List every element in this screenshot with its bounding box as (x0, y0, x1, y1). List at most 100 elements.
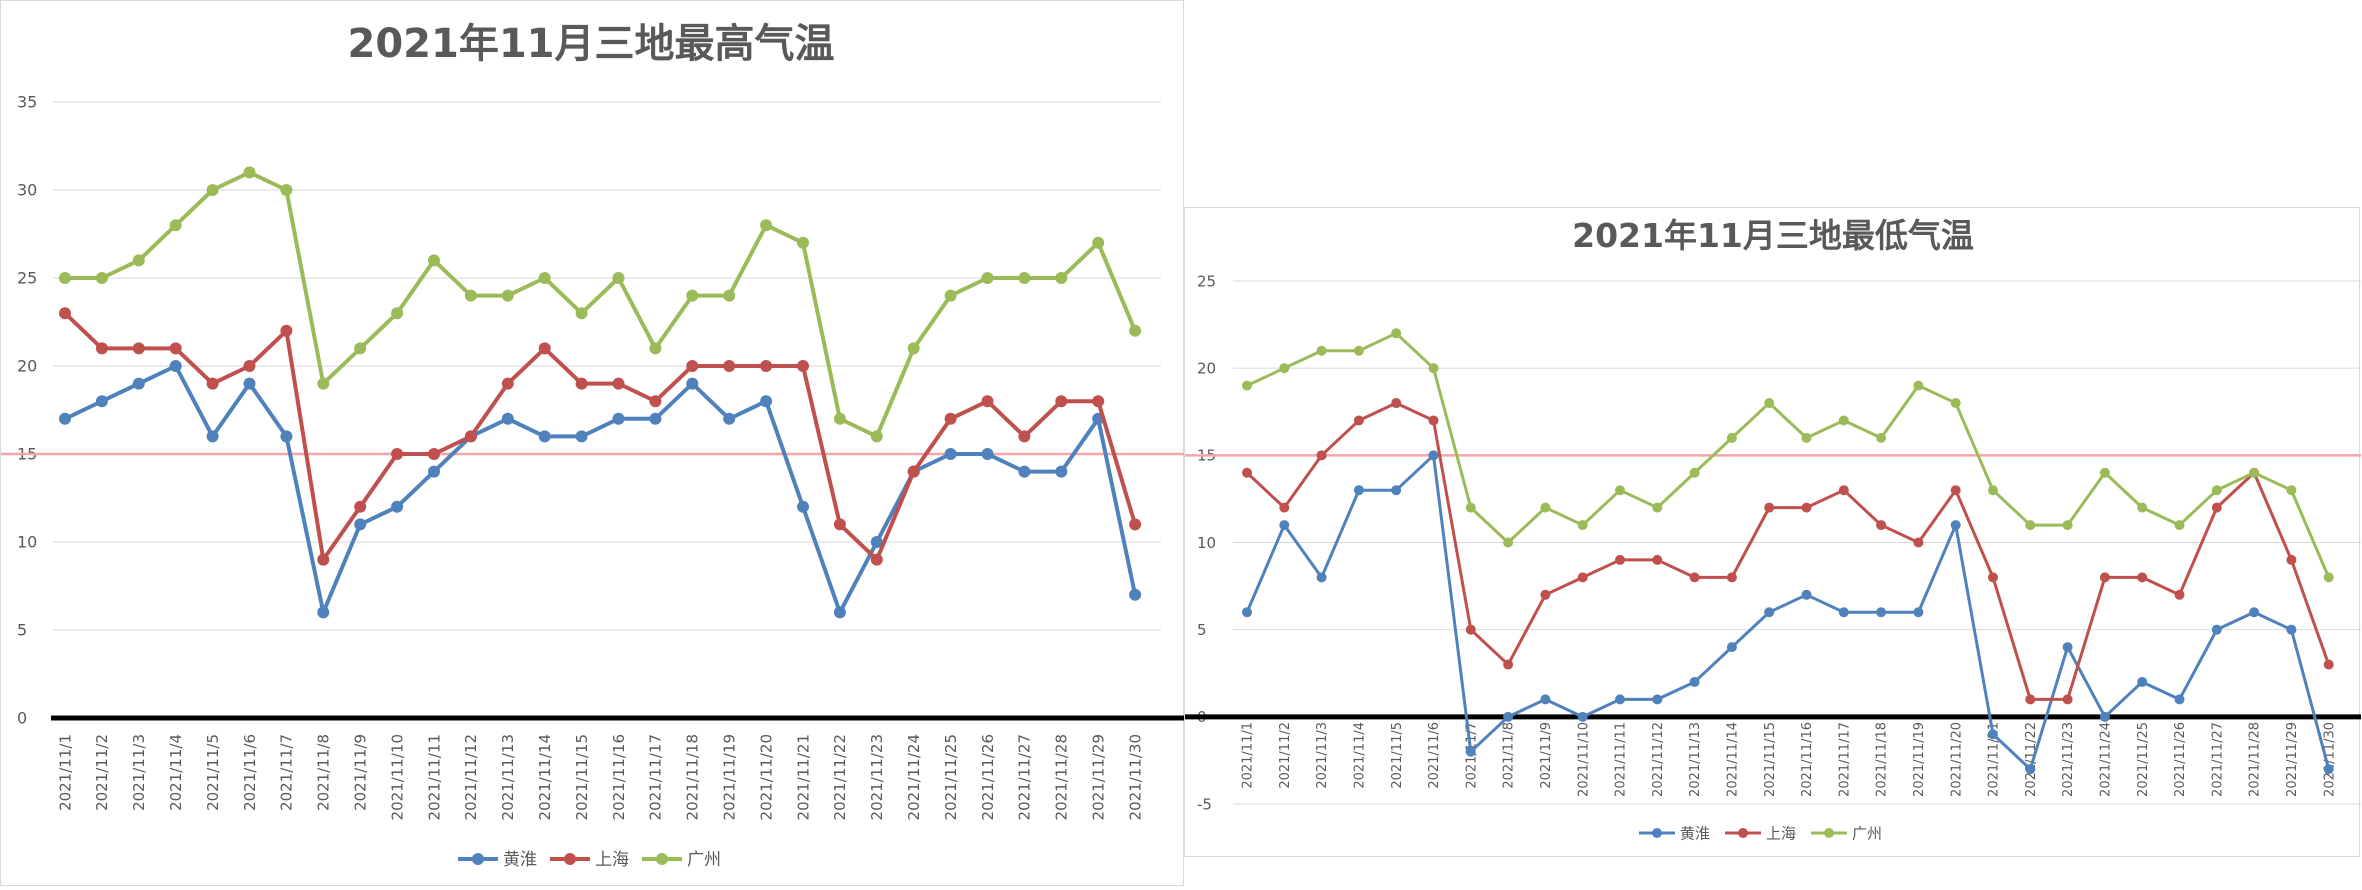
data-point (1242, 607, 1252, 618)
x-tick-label: 2021/11/2 (93, 734, 111, 811)
y-tick-label: 25 (17, 269, 37, 288)
legend-label: 上海 (595, 850, 629, 870)
data-point (686, 377, 699, 390)
x-tick-label: 2021/11/9 (1539, 722, 1554, 789)
x-tick-label: 2021/11/26 (2173, 722, 2188, 797)
x-tick-label: 2021/11/25 (942, 734, 960, 820)
data-point (1428, 415, 1439, 426)
x-tick-label: 2021/11/29 (1089, 734, 1107, 820)
data-point (981, 272, 994, 284)
data-point (1540, 589, 1551, 600)
data-point (870, 553, 883, 566)
data-point (2174, 694, 2185, 705)
x-tick-label: 2021/11/10 (1576, 722, 1591, 797)
data-point (1428, 450, 1439, 461)
data-point (1876, 607, 1887, 618)
data-point (1801, 432, 1812, 443)
data-point (833, 412, 846, 425)
data-point (1316, 450, 1327, 461)
data-point (1279, 502, 1290, 513)
data-point (464, 430, 477, 443)
x-tick-label: 2021/11/17 (1837, 722, 1852, 797)
data-point (2062, 520, 2073, 531)
x-tick-label: 2021/11/22 (2024, 722, 2039, 797)
data-point (391, 448, 404, 460)
data-point (1242, 380, 1252, 391)
data-point (354, 342, 367, 355)
data-point (59, 272, 71, 284)
data-point (1726, 432, 1737, 443)
x-tick-label: 2021/11/8 (315, 734, 333, 811)
y-tick-label: 25 (1197, 272, 1216, 290)
data-point (2211, 485, 2222, 496)
data-point (1353, 415, 1364, 426)
min-temp-chart: 2021年11月三地最低气温-505101520252021/11/12021/… (1185, 216, 2361, 842)
data-point (501, 289, 514, 302)
data-point (981, 448, 994, 460)
data-point (1577, 711, 1588, 722)
data-point (2286, 624, 2297, 635)
data-point (59, 412, 71, 425)
series-line-2 (65, 170, 1137, 439)
x-tick-label: 2021/11/10 (388, 734, 406, 820)
x-tick-label: 2021/11/4 (1352, 722, 1367, 789)
data-point (649, 395, 662, 408)
data-point (575, 377, 588, 390)
x-tick-label: 2021/11/27 (2210, 722, 2225, 797)
data-point (391, 307, 404, 320)
data-point (612, 412, 625, 425)
y-tick-label: 10 (1197, 534, 1216, 552)
data-point (1950, 520, 1961, 531)
data-point (2323, 659, 2334, 670)
data-point (1316, 572, 1327, 583)
y-tick-label: 5 (17, 621, 27, 640)
data-point (1876, 520, 1887, 531)
y-tick-label: 20 (1197, 359, 1216, 377)
data-point (206, 184, 219, 196)
series-line-1 (1245, 401, 2331, 701)
data-point (464, 289, 477, 302)
x-tick-label: 2021/11/22 (831, 734, 849, 820)
data-point (1615, 485, 1625, 496)
x-tick-label: 2021/11/4 (167, 734, 185, 811)
data-point (1726, 642, 1737, 653)
x-tick-label: 2021/11/7 (278, 734, 296, 811)
data-point (1689, 676, 1700, 687)
data-point (206, 430, 219, 443)
data-point (1913, 607, 1924, 618)
chart-title: 2021年11月三地最高气温 (348, 21, 835, 67)
data-point (1503, 711, 1514, 722)
x-tick-label: 2021/11/18 (684, 734, 702, 820)
data-point (280, 184, 293, 196)
data-point (612, 377, 625, 390)
data-point (649, 342, 662, 355)
x-tick-label: 2021/11/2 (1278, 722, 1293, 789)
y-tick-label: 0 (17, 709, 27, 728)
x-tick-label: 2021/11/11 (425, 734, 443, 820)
data-point (1652, 502, 1663, 513)
min-temp-chart-panel: 2021年11月三地最低气温-505101520252021/11/12021/… (1184, 207, 2361, 857)
data-point (317, 553, 330, 566)
x-tick-label: 2021/11/5 (1390, 722, 1405, 789)
data-point (575, 307, 588, 320)
x-tick-label: 2021/11/1 (56, 734, 74, 811)
data-point (1129, 588, 1142, 601)
data-point (1391, 485, 1402, 496)
x-tick-label: 2021/11/1 (1241, 722, 1256, 789)
data-point (2323, 764, 2334, 775)
x-tick-label: 2021/11/30 (2322, 722, 2337, 797)
y-tick-label: 10 (17, 533, 37, 552)
data-point (169, 342, 182, 355)
data-point (1353, 345, 1364, 356)
data-point (1092, 395, 1105, 408)
data-point (760, 360, 773, 372)
data-point (1465, 502, 1476, 513)
legend-marker (472, 853, 484, 865)
data-point (206, 377, 219, 390)
x-tick-label: 2021/11/25 (2136, 722, 2151, 797)
data-point (95, 272, 108, 284)
data-point (1876, 432, 1887, 443)
data-point (1055, 465, 1068, 478)
data-point (1950, 485, 1961, 496)
data-point (1391, 328, 1402, 339)
